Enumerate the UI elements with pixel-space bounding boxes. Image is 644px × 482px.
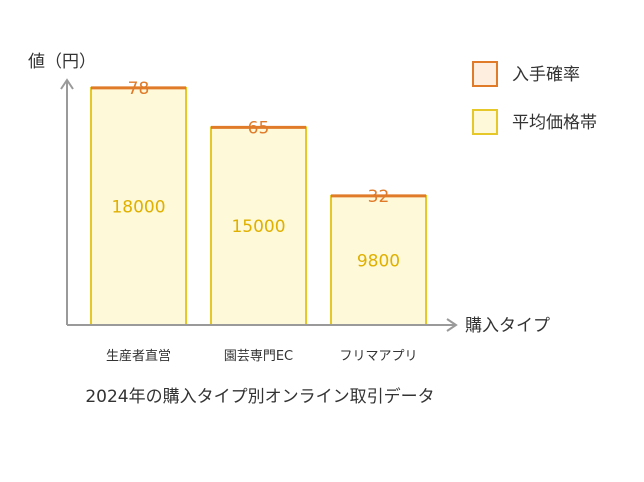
category-label-3: フリマアプリ [339,349,417,364]
value-label-price-2: 15000 [231,217,285,237]
legend-swatch-2 [472,109,498,135]
category-ticks: 生産者直営 園芸専門EC フリマアプリ [106,348,418,364]
value-label-price-3: 9800 [357,251,400,271]
axes: 値（円） 購入タイプ [28,52,550,336]
y-axis-arrow-icon [60,78,74,90]
legend-swatch-1 [472,61,498,87]
x-axis-arrow-icon [446,318,458,332]
value-label-price-1: 18000 [111,197,165,217]
bar-2 [210,126,307,326]
value-label-prob-3: 32 [368,187,390,207]
x-axis-label: 購入タイプ [465,316,550,336]
value-label-prob-2: 65 [248,118,270,138]
chart-title: 2024年の購入タイプ別オンライン取引データ [85,387,435,407]
category-label-2: 園芸専門EC [224,348,293,364]
bars: 18000 78 15000 65 9800 32 [90,79,427,326]
category-label-1: 生産者直営 [106,348,171,364]
y-axis-label: 値（円） [28,52,96,72]
legend-label-2: 平均価格帯 [512,113,597,133]
value-label-prob-1: 78 [128,79,150,99]
bar-1 [90,86,187,326]
bar-3 [330,194,427,326]
legend-label-1: 入手確率 [512,65,580,85]
